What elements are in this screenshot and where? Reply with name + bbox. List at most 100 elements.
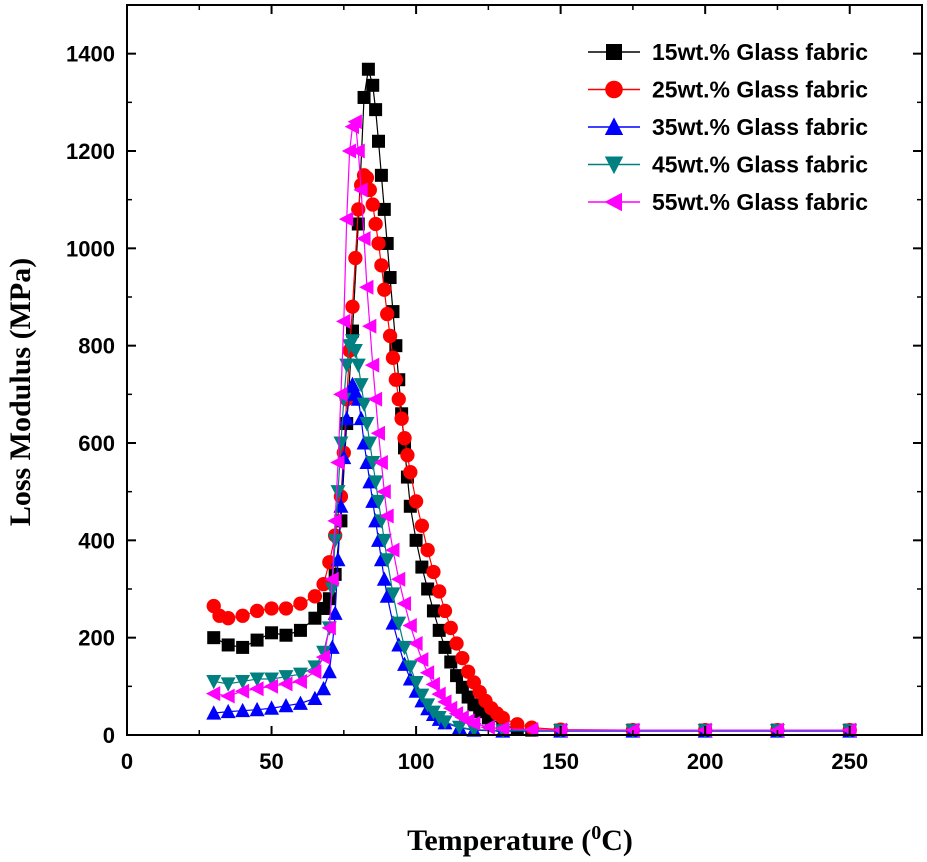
data-point — [330, 485, 346, 500]
data-point — [391, 392, 406, 407]
data-point — [221, 611, 236, 626]
data-point — [391, 616, 407, 631]
data-point — [414, 652, 429, 668]
data-point — [437, 715, 453, 730]
data-point — [397, 640, 413, 656]
data-point — [408, 675, 424, 691]
data-point — [307, 660, 323, 675]
data-point — [236, 640, 250, 654]
y-tick-label: 1400 — [66, 42, 115, 67]
legend-item-4: 45wt.% Glass fabric — [588, 152, 868, 178]
data-point — [409, 533, 423, 547]
data-point — [437, 603, 453, 619]
legend-marker — [604, 156, 624, 175]
data-point — [265, 626, 279, 640]
data-point — [376, 484, 391, 500]
data-point — [371, 236, 386, 251]
data-point — [364, 357, 380, 373]
data-point — [367, 391, 383, 407]
legend-label: 15wt.% Glass fabric — [652, 39, 868, 65]
series-2 — [206, 168, 857, 738]
data-point — [394, 411, 409, 426]
data-point — [207, 631, 221, 645]
data-point — [359, 279, 374, 295]
data-point — [347, 344, 363, 359]
legend-label: 25wt.% Glass fabric — [652, 77, 868, 103]
legend-marker — [605, 80, 623, 99]
data-point — [348, 250, 363, 266]
data-point — [451, 720, 467, 736]
data-point — [443, 620, 458, 636]
x-axis-title-sup: 0 — [591, 822, 601, 844]
data-point — [372, 134, 386, 148]
y-tick-label: 800 — [78, 334, 115, 359]
data-point — [330, 454, 345, 470]
x-axis-title: Temperature (0C) — [407, 822, 633, 857]
data-point — [249, 681, 264, 697]
series-5 — [205, 114, 857, 738]
data-point — [350, 358, 366, 373]
data-point — [345, 299, 360, 314]
data-point — [322, 592, 336, 606]
data-point — [385, 587, 401, 602]
data-point — [396, 596, 412, 612]
data-point — [374, 258, 389, 273]
data-point — [426, 604, 440, 618]
data-point — [220, 703, 236, 719]
data-point — [338, 211, 354, 227]
data-point — [373, 454, 388, 470]
data-point — [420, 698, 436, 713]
data-point — [370, 425, 386, 441]
data-point — [380, 306, 395, 322]
data-point — [431, 686, 446, 702]
data-point — [444, 655, 458, 669]
y-tick-label: 1200 — [66, 139, 115, 164]
series-line — [213, 382, 850, 732]
data-point — [495, 710, 510, 726]
data-point — [495, 721, 510, 737]
legend-label: 55wt.% Glass fabric — [652, 189, 868, 215]
data-point — [408, 636, 423, 651]
legend: 15wt.% Glass fabric 25wt.% Glass fabric 35… — [588, 39, 868, 215]
data-point — [292, 667, 308, 682]
data-point — [307, 589, 323, 604]
data-point — [324, 582, 340, 597]
x-tick-label: 250 — [831, 749, 868, 774]
data-point — [379, 588, 395, 603]
data-point — [353, 378, 369, 393]
legend-marker — [604, 117, 624, 135]
data-point — [408, 494, 424, 509]
data-point — [235, 674, 251, 690]
data-point — [385, 350, 401, 365]
data-point — [421, 582, 435, 596]
data-point — [315, 649, 331, 665]
data-point — [402, 660, 418, 675]
data-point — [414, 688, 430, 703]
x-axis-title-end: C) — [601, 824, 633, 857]
data-point — [450, 669, 464, 683]
data-point — [249, 603, 265, 619]
data-point — [278, 670, 294, 685]
y-axis-title: Loss Modulus (MPa) — [4, 258, 37, 526]
data-point — [347, 114, 362, 130]
x-tick-label: 150 — [542, 749, 579, 774]
data-point — [350, 143, 365, 159]
data-point — [220, 677, 236, 692]
legend-label: 35wt.% Glass fabric — [652, 114, 868, 140]
data-point — [362, 318, 377, 334]
data-point — [293, 623, 307, 637]
data-point — [366, 78, 380, 92]
legend-marker — [604, 192, 622, 212]
data-point — [356, 397, 372, 412]
legend-marker — [606, 44, 622, 60]
y-tick-label: 1000 — [66, 236, 115, 261]
data-point — [426, 564, 441, 580]
data-point — [351, 217, 365, 231]
data-point — [353, 182, 368, 198]
series-line — [213, 174, 850, 731]
data-point — [339, 358, 355, 373]
legend-item-3: 35wt.% Glass fabric — [588, 114, 868, 140]
data-point — [206, 674, 222, 690]
data-point — [249, 701, 265, 717]
